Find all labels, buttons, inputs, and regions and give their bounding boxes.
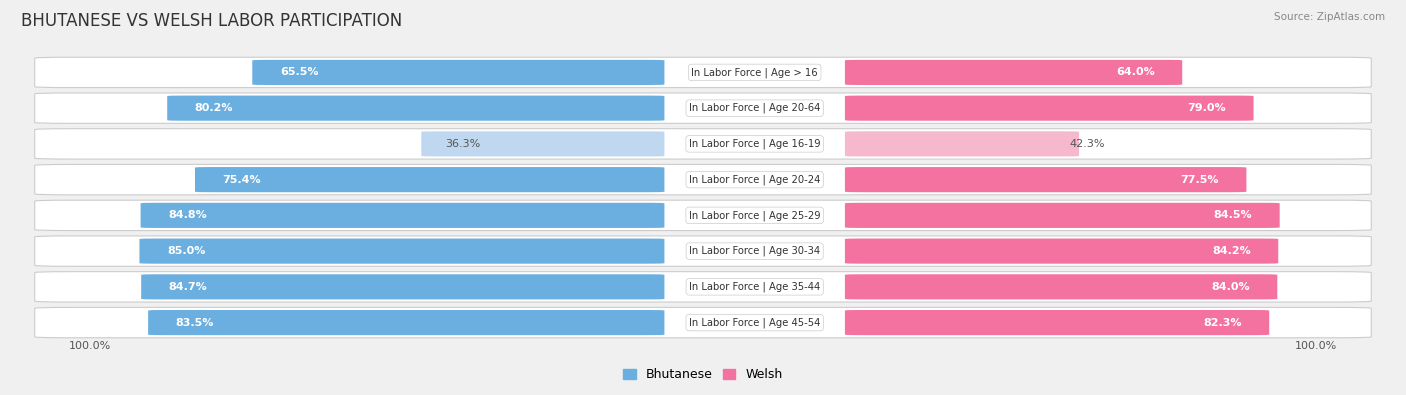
FancyBboxPatch shape <box>35 236 1371 266</box>
FancyBboxPatch shape <box>35 307 1371 338</box>
FancyBboxPatch shape <box>845 96 1254 121</box>
FancyBboxPatch shape <box>141 274 665 299</box>
Text: In Labor Force | Age 25-29: In Labor Force | Age 25-29 <box>689 210 821 221</box>
Text: 82.3%: 82.3% <box>1204 318 1241 327</box>
Text: In Labor Force | Age 45-54: In Labor Force | Age 45-54 <box>689 317 820 328</box>
FancyBboxPatch shape <box>845 310 1270 335</box>
Text: 84.5%: 84.5% <box>1213 211 1253 220</box>
FancyBboxPatch shape <box>35 57 1371 88</box>
Text: In Labor Force | Age > 16: In Labor Force | Age > 16 <box>692 67 818 78</box>
Text: 77.5%: 77.5% <box>1181 175 1219 184</box>
Text: 85.0%: 85.0% <box>167 246 205 256</box>
Text: Source: ZipAtlas.com: Source: ZipAtlas.com <box>1274 12 1385 22</box>
Text: 65.5%: 65.5% <box>280 68 318 77</box>
FancyBboxPatch shape <box>845 167 1246 192</box>
Text: 84.2%: 84.2% <box>1212 246 1251 256</box>
Text: In Labor Force | Age 35-44: In Labor Force | Age 35-44 <box>689 282 820 292</box>
Text: 100.0%: 100.0% <box>69 341 111 351</box>
FancyBboxPatch shape <box>195 167 665 192</box>
FancyBboxPatch shape <box>845 60 1182 85</box>
Text: In Labor Force | Age 20-64: In Labor Force | Age 20-64 <box>689 103 820 113</box>
FancyBboxPatch shape <box>139 239 665 264</box>
Legend: Bhutanese, Welsh: Bhutanese, Welsh <box>619 363 787 386</box>
Text: 36.3%: 36.3% <box>444 139 479 149</box>
FancyBboxPatch shape <box>35 164 1371 195</box>
Text: In Labor Force | Age 20-24: In Labor Force | Age 20-24 <box>689 174 820 185</box>
Text: In Labor Force | Age 30-34: In Labor Force | Age 30-34 <box>689 246 820 256</box>
Text: 84.0%: 84.0% <box>1211 282 1250 292</box>
FancyBboxPatch shape <box>845 274 1277 299</box>
FancyBboxPatch shape <box>167 96 665 121</box>
Text: 42.3%: 42.3% <box>1070 139 1105 149</box>
Text: 64.0%: 64.0% <box>1116 68 1154 77</box>
FancyBboxPatch shape <box>141 203 665 228</box>
FancyBboxPatch shape <box>422 131 665 156</box>
FancyBboxPatch shape <box>35 93 1371 123</box>
Text: BHUTANESE VS WELSH LABOR PARTICIPATION: BHUTANESE VS WELSH LABOR PARTICIPATION <box>21 12 402 30</box>
Text: 84.8%: 84.8% <box>169 211 207 220</box>
FancyBboxPatch shape <box>845 203 1279 228</box>
FancyBboxPatch shape <box>35 200 1371 231</box>
Text: 75.4%: 75.4% <box>222 175 262 184</box>
FancyBboxPatch shape <box>845 131 1078 156</box>
Text: In Labor Force | Age 16-19: In Labor Force | Age 16-19 <box>689 139 821 149</box>
Text: 79.0%: 79.0% <box>1187 103 1226 113</box>
FancyBboxPatch shape <box>845 239 1278 264</box>
Text: 100.0%: 100.0% <box>1295 341 1337 351</box>
FancyBboxPatch shape <box>35 272 1371 302</box>
FancyBboxPatch shape <box>252 60 665 85</box>
Text: 83.5%: 83.5% <box>176 318 214 327</box>
FancyBboxPatch shape <box>35 129 1371 159</box>
Text: 80.2%: 80.2% <box>195 103 233 113</box>
Text: 84.7%: 84.7% <box>169 282 208 292</box>
FancyBboxPatch shape <box>148 310 665 335</box>
